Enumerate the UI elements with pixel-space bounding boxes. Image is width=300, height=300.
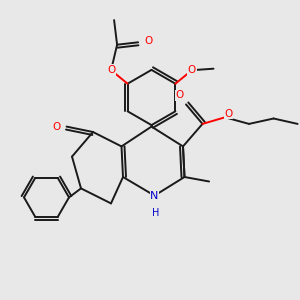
Text: N: N	[150, 190, 159, 201]
Text: O: O	[52, 122, 60, 132]
Text: O: O	[175, 90, 184, 100]
Text: O: O	[188, 65, 196, 75]
Text: O: O	[224, 109, 233, 119]
Text: O: O	[107, 65, 115, 75]
Text: H: H	[152, 208, 160, 218]
Text: O: O	[145, 36, 153, 46]
